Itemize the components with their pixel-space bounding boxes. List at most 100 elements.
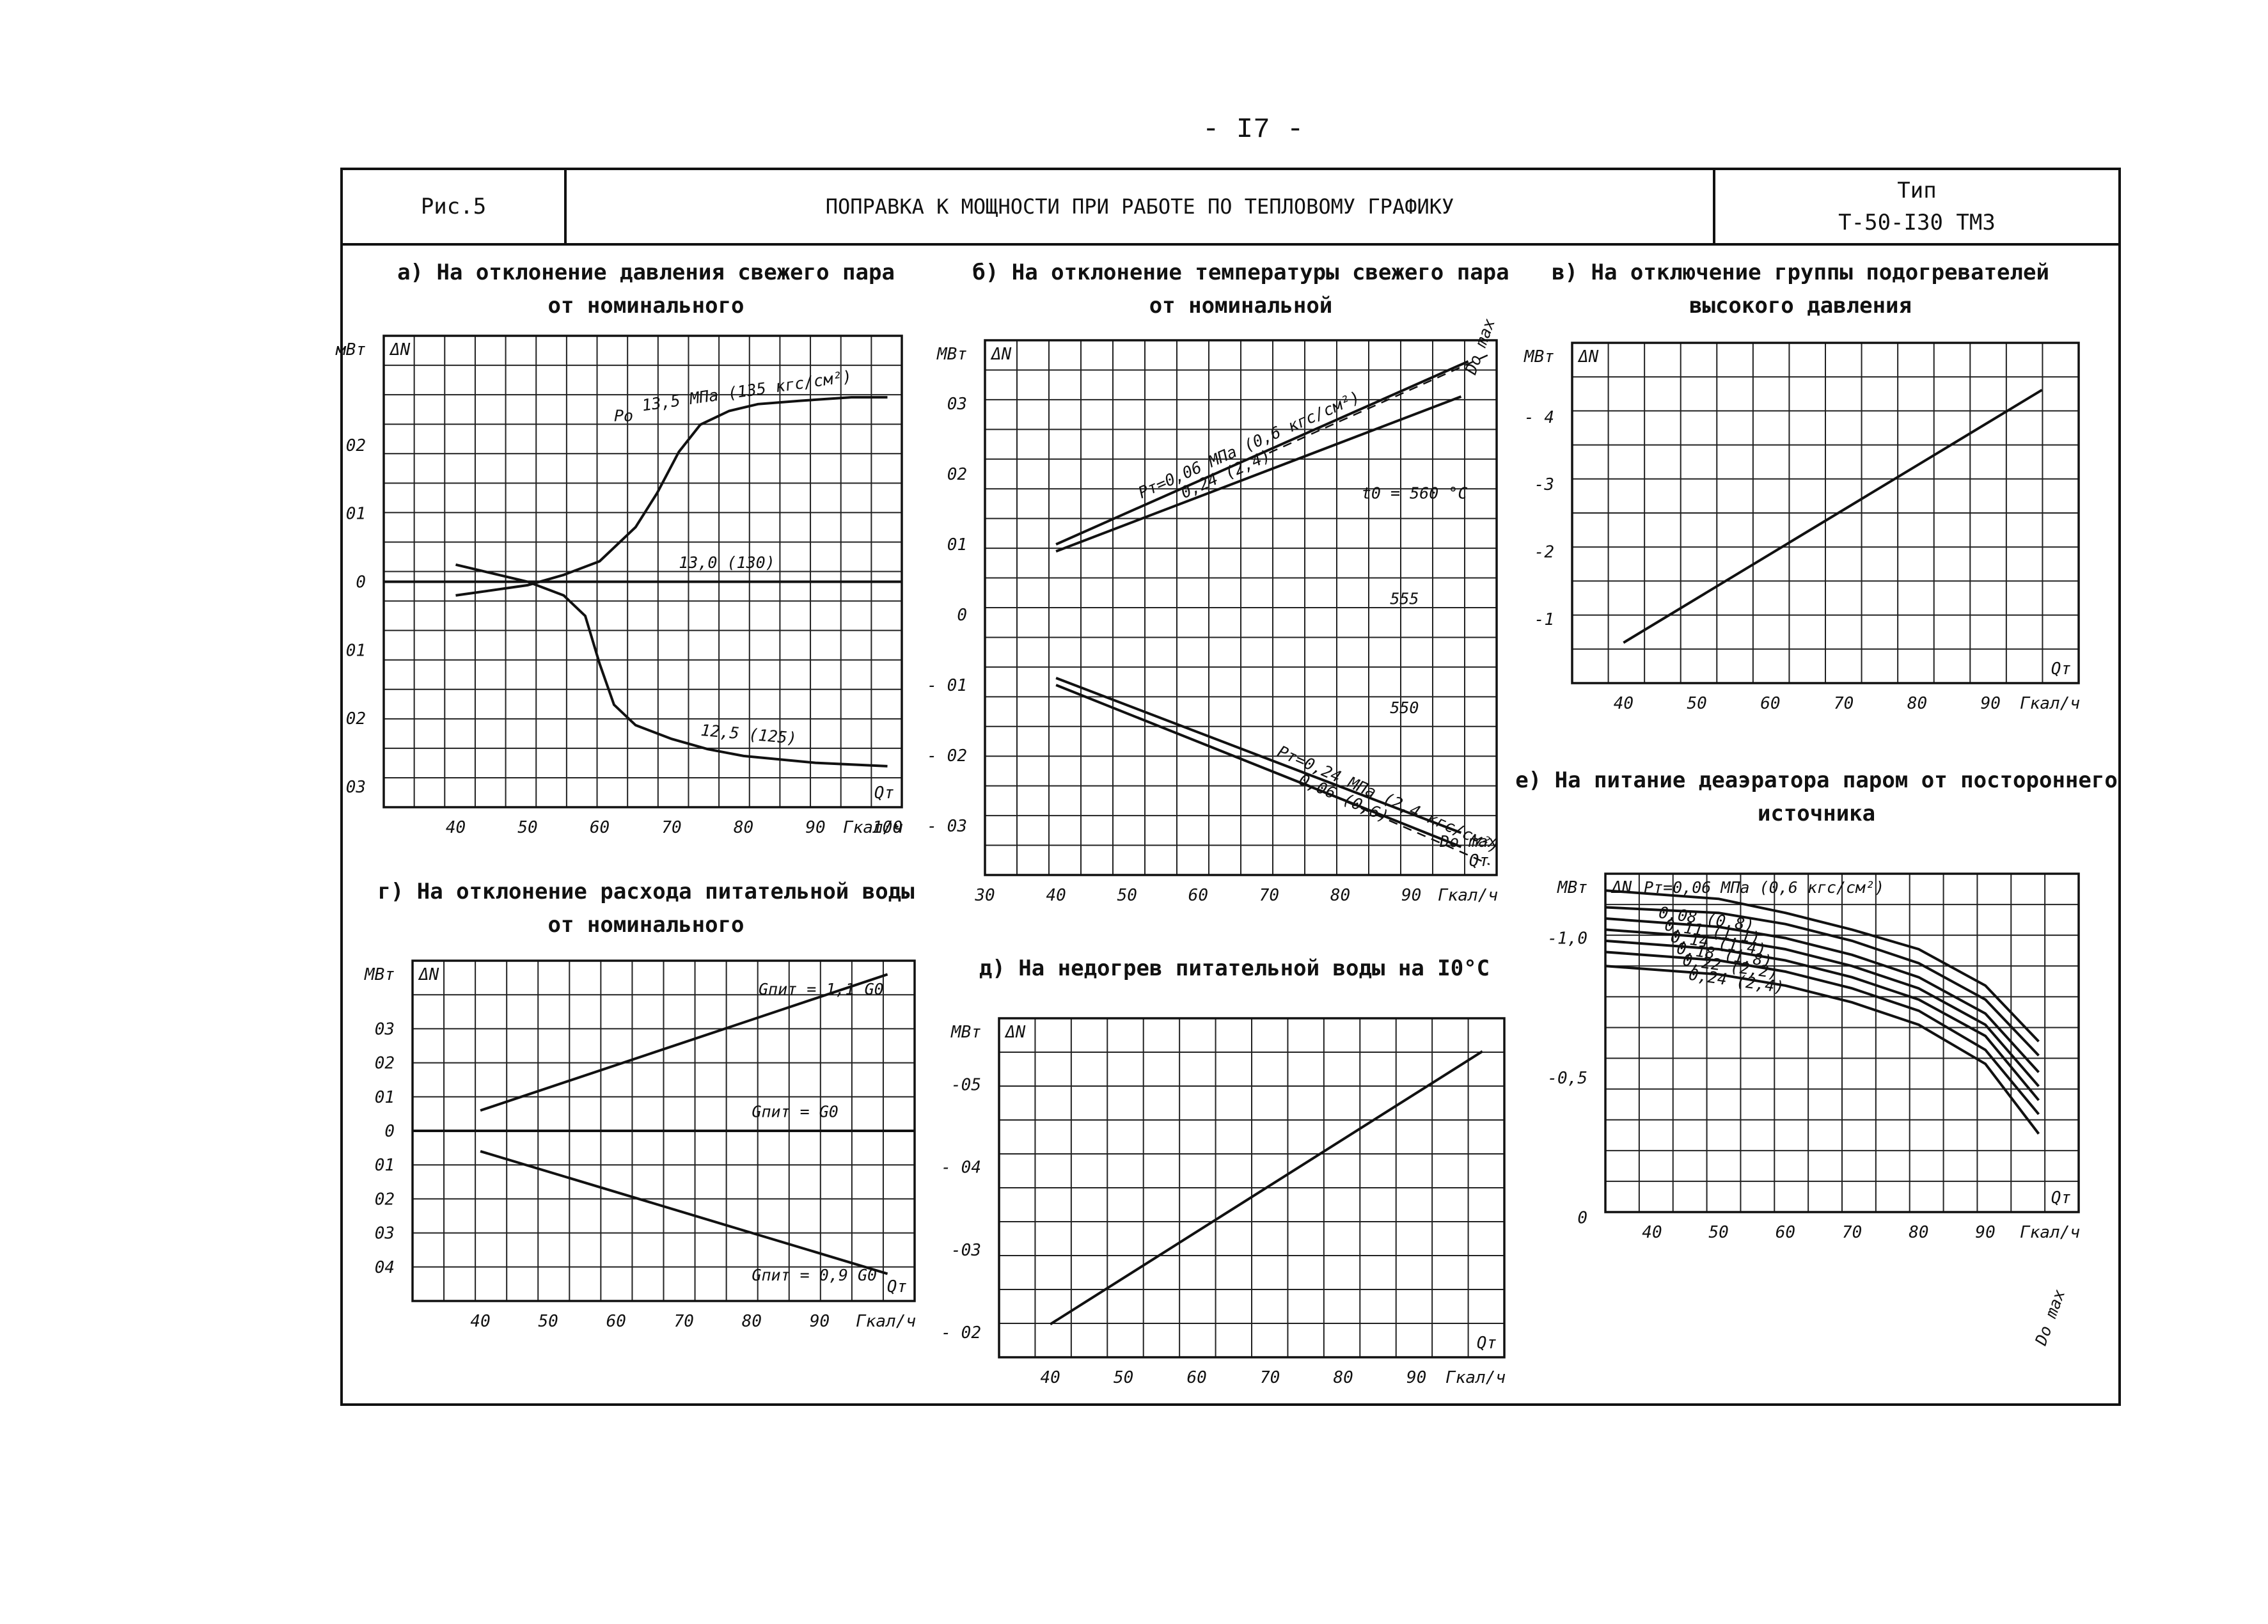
chart-e-series-3 [1605,928,2040,1087]
chart-b-ytick: 0 [957,606,967,625]
chart-b-frame [984,339,1498,876]
chart-v-xtick: 90 [1981,694,2001,713]
chart-b: МВт ΔN Qт Гкал/ч 30 40 50 60 70 80 90 03 02 01 0 - 01 - … [927,316,1502,905]
chart-g-xtick: 50 [539,1312,558,1331]
chart-v-xtick: 70 [1834,694,1854,713]
chart-b-series-0 [1055,360,1469,546]
chart-e-series-0 [1605,889,2040,1043]
chart-e-xtick: 80 [1909,1223,1928,1242]
chart-g-ytick: 02 [375,1190,395,1209]
chart-d-series-0 [1050,1050,1483,1325]
chart-a: мВт ΔN Qт Гкал/ч 40 50 60 70 80 90 100 02 01 0 01 02 03 P… [335,335,903,837]
panel-v-title: в) На отключение группы подогревателей в… [1535,256,2066,322]
chart-g: МВт ΔN Qт Гкал/ч 40 50 60 70 80 90 03 02 01 0 01 02 03 04… [364,959,916,1331]
chart-e-series-2 [1605,917,2040,1073]
chart-d-ytick: - 02 [941,1323,981,1343]
label-gpit-11: Gпит = 1,1 G0 [759,980,884,998]
panel-b-title-line1: б) На отклонение температуры свежего пар… [972,260,1509,285]
chart-g-xlabel: Qт [887,1277,907,1297]
chart-e-xlabel: Qт [2051,1188,2071,1208]
chart-a-xtick: 70 [661,818,681,837]
chart-d-grid [999,1018,1504,1357]
chart-b-xlabel: Qт [1469,851,1489,871]
chart-g-xunit: Гкал/ч [856,1312,916,1331]
figure-title: ПОПРАВКА К МОЩНОСТИ ПРИ РАБОТЕ ПО ТЕПЛОВ… [567,170,1715,246]
chart-g-ytick: 01 [375,1156,395,1175]
figure-number: Рис.5 [343,170,567,246]
panel-e-title-line1: е) На питание деаэратора паром от постор… [1515,768,2118,793]
label-series-12-5: 12,5 (125) [700,721,797,748]
chart-a-ytick: 01 [346,641,366,660]
chart-b-series-2 [1268,353,1490,454]
chart-g-xtick: 80 [742,1312,762,1331]
chart-d-xtick: 90 [1406,1368,1426,1387]
chart-e-ytick: 0 [1577,1209,1587,1228]
figure-frame: Рис.5 ПОПРАВКА К МОЩНОСТИ ПРИ РАБОТЕ ПО … [340,168,2121,1406]
chart-v-ytick: -3 [1534,475,1554,494]
label-po-symbol: Pо [614,407,633,425]
chart-e-ytick: -1,0 [1547,929,1587,949]
chart-d-xlabel: Qт [1477,1334,1497,1353]
chart-v-xtick: 80 [1907,694,1927,713]
chart-v-frame [1571,342,2080,684]
panel-a-title: а) На отклонение давления свежего пара о… [358,256,934,322]
chart-a-series-0 [455,396,888,597]
chart-e-xtick: 70 [1842,1223,1862,1242]
chart-b-series-3 [1055,677,1462,834]
chart-d-ytick: - 04 [941,1158,981,1178]
chart-a-frame [382,335,903,808]
chart-a-xtick: 60 [590,818,610,837]
chart-v-xunit: Гкал/ч [2020,694,2080,713]
chart-e-xtick: 50 [1709,1223,1729,1242]
chart-a-xtick: 100 [872,818,902,837]
chart-b-ylabel: МВт [936,345,967,364]
chart-e-series-6 [1605,965,2040,1135]
chart-v-ylabel: МВт [1524,347,1554,367]
chart-b-xtick: 80 [1330,886,1350,905]
chart-g-ytick: 02 [375,1054,395,1073]
label-gpit-10: Gпит = G0 [752,1103,838,1121]
chart-g-xtick: 60 [606,1312,626,1331]
chart-v-ytick: - 4 [1524,408,1554,427]
chart-d: МВт ΔN Qт Гкал/ч 40 50 60 70 80 90 -05 - 04 -03 - 02 [941,1017,1506,1387]
chart-g-ylabel: МВт [364,965,395,984]
chart-a-xunit: Гкал/ч [843,818,903,837]
chart-d-xtick: 40 [1040,1368,1060,1387]
chart-v-xtick: 60 [1760,694,1780,713]
panel-a-title-line1: а) На отклонение давления свежего пара [397,260,895,285]
chart-a-xlabel: Qт [874,784,894,803]
chart-b-xtick: 90 [1401,886,1421,905]
chart-a-axis-symbol: ΔN [389,340,411,359]
panel-a-title-line2: от номинального [547,293,744,319]
chart-d-ylabel: МВт [950,1023,981,1042]
label-t0-560: t0 = 560 °C [1362,484,1468,503]
chart-b-xtick: 70 [1259,886,1279,905]
chart-g-ytick: 04 [375,1258,395,1277]
chart-a-ytick: 02 [346,709,366,729]
chart-b-series-4 [1055,684,1462,848]
chart-b-ytick: - 02 [927,746,967,766]
panel-e-title: е) На питание деаэратора паром от постор… [1509,764,2123,830]
chart-a-grid [384,336,902,807]
chart-g-series-2 [480,1149,888,1275]
chart-a-ytick: 02 [346,436,366,455]
chart-e-series-1 [1605,906,2040,1057]
panel-v-title-line1: в) На отключение группы подогревателей [1552,260,2049,285]
chart-b-xtick: 30 [974,886,995,905]
chart-v: МВт ΔN Qт Гкал/ч 40 50 60 70 80 90 - 4 -3 -2 -1 [1524,342,2080,713]
chart-v-series-0 [1623,388,2043,644]
chart-b-grid [985,340,1497,875]
label-t550: 550 [1390,698,1419,717]
turbine-type-cell: Тип Т-50-I30 ТМЗ [1715,170,2118,246]
chart-a-ytick: 01 [346,505,366,524]
chart-g-axis-symbol: ΔN [418,965,439,984]
chart-e-xtick: 40 [1642,1223,1662,1242]
label-do-max-lower: Do max [1439,832,1497,851]
chart-e-series-4 [1605,939,2040,1101]
label-do-max-upper: Do max [1461,316,1499,377]
chart-v-axis-symbol: ΔN [1577,347,1599,367]
chart-v-grid [1572,343,2079,683]
chart-e: МВт ΔN Qт Гкал/ч 40 50 60 70 80 90 -1,0 -0,5 0 Pт=0,0… [1547,872,2080,1348]
chart-g-ytick: 01 [375,1088,395,1107]
